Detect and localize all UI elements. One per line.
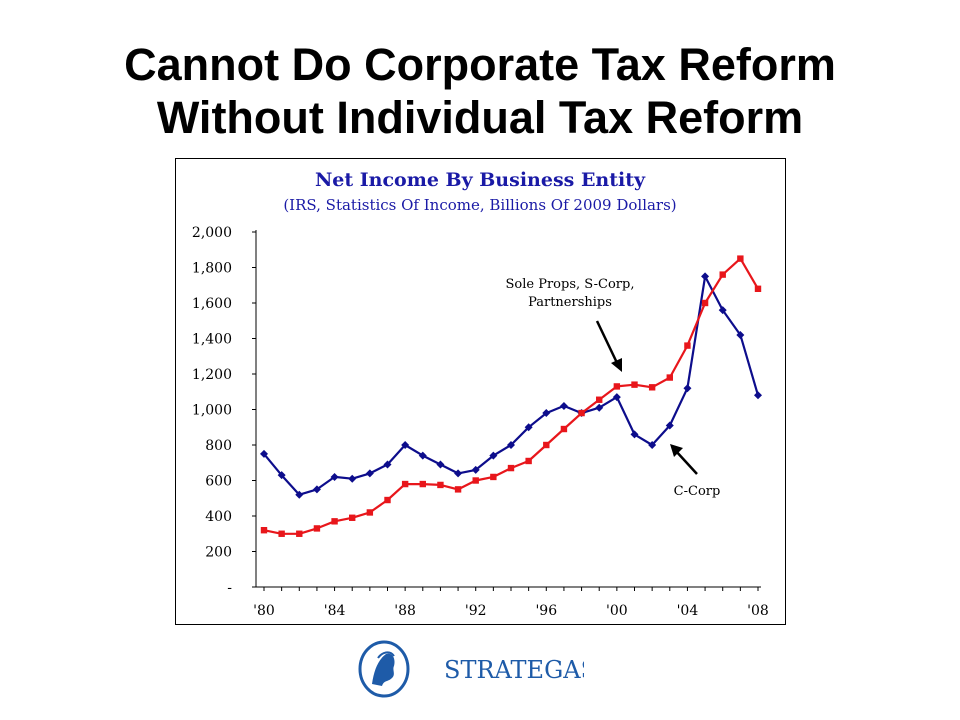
y-tick-label: 600 — [205, 474, 232, 490]
pass-through-point — [684, 342, 691, 349]
pass-through-point — [260, 527, 268, 534]
y-tick-label: 400 — [205, 509, 232, 525]
y-tick-label: 200 — [205, 545, 232, 561]
chart-title: Net Income By Business Entity — [315, 169, 646, 191]
x-tick-label: '00 — [606, 603, 628, 619]
pass-through-point — [613, 383, 621, 390]
pass-through-point — [543, 441, 550, 449]
pass-through-point — [366, 509, 374, 516]
c-corp-point — [401, 441, 410, 449]
c-corp-point — [507, 441, 515, 449]
y-tick-label: - — [227, 580, 232, 596]
logo-text: STRATEGAS — [444, 656, 584, 684]
x-tick-label: '04 — [677, 603, 699, 619]
arrow-head-icon — [611, 358, 622, 372]
c-corp-point — [418, 451, 427, 460]
c-corp-point — [648, 441, 657, 449]
c-corp-point — [630, 430, 639, 439]
c-corp-point — [348, 474, 357, 483]
c-corp-point — [595, 403, 604, 412]
c-corp-point — [383, 460, 392, 469]
c-corp-point — [736, 330, 745, 339]
pass-through-point — [525, 457, 532, 465]
pass-through-point — [278, 530, 285, 537]
c-corp-point — [701, 272, 710, 281]
c-corp-point — [665, 421, 674, 430]
pass-through-point — [490, 473, 497, 481]
pass-through-point — [701, 299, 709, 307]
pass-through-point — [754, 285, 762, 292]
chart-annotations: Sole Props, S-Corp, Partnerships C-Corp — [506, 277, 721, 499]
arrow-head-icon — [670, 444, 683, 457]
annotation-pass-through-label: Sole Props, S-Corp, — [506, 277, 635, 292]
c-corp-point — [260, 449, 268, 458]
y-tick-label: 1,600 — [192, 296, 232, 312]
x-tick-label: '80 — [253, 603, 275, 619]
strategas-logo: STRATEGAS — [354, 640, 597, 698]
c-corp-point — [295, 490, 304, 499]
logo-emblem-icon — [358, 640, 410, 698]
annotation-c-corp-label: C-Corp — [674, 484, 721, 499]
x-tick-label: '92 — [465, 603, 487, 619]
pass-through-point — [331, 518, 338, 525]
slide-title-line-1: Cannot Do Corporate Tax Reform — [124, 39, 836, 90]
pass-through-point — [578, 409, 585, 417]
annotation-pass-through-label: Partnerships — [528, 295, 612, 310]
pass-through-point — [454, 486, 462, 493]
pass-through-point — [437, 481, 444, 489]
pass-through-point — [631, 381, 638, 388]
slide-title: Cannot Do Corporate Tax Reform Without I… — [0, 38, 960, 144]
chart-subtitle: (IRS, Statistics Of Income, Billions Of … — [283, 196, 676, 214]
slide-title-line-2: Without Individual Tax Reform — [156, 92, 804, 143]
c-corp-point — [454, 469, 463, 478]
x-tick-label: '08 — [747, 603, 769, 619]
y-tick-label: 1,000 — [192, 403, 232, 419]
pass-through-point — [472, 477, 479, 484]
c-corp-point — [330, 472, 339, 481]
chart-frame — [175, 158, 786, 625]
c-corp-point — [365, 469, 374, 478]
pass-through-point — [596, 396, 603, 403]
pass-through-point — [648, 384, 656, 391]
series-markers — [260, 255, 762, 537]
y-tick-label: 1,400 — [192, 332, 232, 348]
pass-through-point — [401, 480, 409, 488]
pass-through-point — [666, 374, 673, 381]
annotation-pass-through-arrow — [595, 320, 620, 366]
c-corp-point — [683, 384, 692, 393]
c-corp-point — [312, 485, 321, 494]
x-tick-label: '88 — [394, 603, 416, 619]
y-tick-label: 2,000 — [192, 225, 232, 241]
x-tick-label: '96 — [535, 603, 557, 619]
chart-axes — [255, 230, 761, 588]
net-income-chart: Net Income By Business Entity (IRS, Stat… — [175, 158, 786, 625]
c-corp-point — [277, 471, 286, 480]
pass-through-point — [737, 255, 744, 262]
c-corp-point — [754, 391, 762, 400]
y-tick-label: 1,800 — [192, 261, 232, 277]
c-corp-point — [718, 306, 727, 315]
y-tick-label: 800 — [205, 438, 232, 454]
c-corp-point — [524, 423, 533, 432]
c-corp-point — [542, 409, 551, 418]
c-corp-point — [436, 460, 445, 469]
c-corp-point — [471, 465, 480, 474]
pass-through-point — [507, 464, 515, 472]
pass-through-point — [349, 514, 356, 521]
pass-through-point — [560, 425, 568, 433]
y-tick-label: 1,200 — [192, 367, 232, 383]
x-tick-label: '84 — [324, 603, 346, 619]
y-axis-ticks: - 200 400 600 800 1,000 1,200 1,400 1,600 1,800 2,… — [192, 225, 256, 596]
pass-through-point — [719, 271, 726, 278]
c-corp-point — [612, 393, 621, 402]
pass-through-point — [384, 496, 391, 504]
c-corp-point — [559, 401, 568, 410]
pass-through-point — [296, 530, 303, 537]
x-axis-ticks: '80 '84 '88 '92 '96 '00 '04 '08 — [253, 587, 769, 619]
pass-through-point — [419, 480, 426, 488]
c-corp-point — [489, 451, 498, 460]
pass-through-point — [313, 525, 321, 532]
annotation-c-corp-arrow — [674, 449, 698, 475]
